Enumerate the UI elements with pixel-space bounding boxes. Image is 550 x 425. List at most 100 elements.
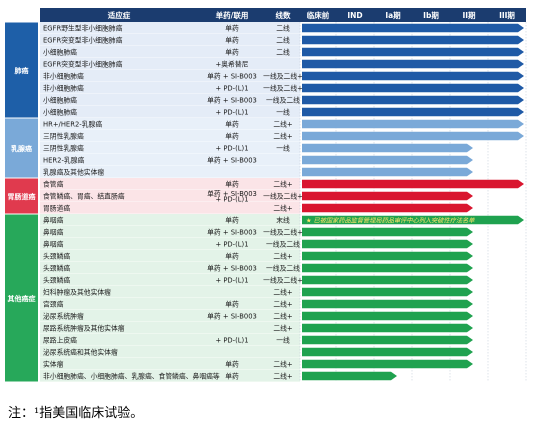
pipeline-bar <box>302 251 473 261</box>
regimen-label: 单药 <box>225 132 239 141</box>
row-bg <box>40 214 300 226</box>
indication-label: 食管鳞癌、胃癌、结直肠癌 <box>43 192 125 201</box>
row-bg <box>40 334 300 346</box>
pipeline-bar <box>302 71 524 81</box>
group-label: 其他癌症 <box>8 294 36 303</box>
line-label: 二线+ <box>273 288 292 297</box>
line-label: 二线+ <box>273 204 292 213</box>
header-line: 线数 <box>276 10 291 20</box>
pipeline-bar <box>302 59 524 69</box>
group-label: 胃肠道癌 <box>8 192 36 201</box>
pipeline-bar <box>302 263 473 273</box>
line-label: 二线+ <box>273 252 292 261</box>
indication-label: 食管癌 <box>43 180 64 189</box>
row-bg <box>40 58 300 70</box>
line-label: 一线及二线+ <box>263 72 303 81</box>
row-bg <box>40 250 300 262</box>
regimen-label: +奥希替尼 <box>216 60 249 69</box>
regimen-label: 单药 <box>225 216 239 225</box>
line-label: 二线 <box>276 48 290 57</box>
pipeline-bar <box>302 227 473 237</box>
row-bg <box>40 238 300 250</box>
regimen-label: 单药 + SI-B003 <box>207 228 257 237</box>
row-bg <box>40 358 300 370</box>
row-bg <box>40 142 300 154</box>
line-label: 一线及二线 <box>266 96 300 105</box>
indication-label: 鼻咽癌 <box>43 240 64 249</box>
indication-label: EGFR突变型非小细胞肺癌 <box>43 60 123 69</box>
header-phase: III期 <box>499 10 515 20</box>
indication-label: EGFR突变型非小细胞肺癌 <box>43 36 123 45</box>
regimen-label: + PD-(L)1 <box>215 195 248 203</box>
group-block <box>5 214 38 382</box>
regimen-label: 单药 <box>225 252 239 261</box>
row-bg <box>40 22 300 34</box>
pipeline-bar <box>302 131 524 141</box>
indication-label: 乳腺癌及其他实体瘤 <box>43 168 104 177</box>
footnote: 注：¹指美国临床试验。 <box>8 406 144 421</box>
indication-label: 头颈鳞癌 <box>43 276 70 285</box>
row-bg <box>40 70 300 82</box>
indication-label: 小细胞肺癌 <box>43 48 77 57</box>
regimen-label: 单药 + SI-B003 <box>207 312 257 321</box>
regimen-label: 单药 <box>225 24 239 33</box>
row-bg <box>40 226 300 238</box>
pipeline-bar <box>302 83 524 93</box>
regimen-label: + PD-(L)1 <box>215 145 248 153</box>
regimen-label: 单药 <box>225 180 239 189</box>
indication-label: 三阴性乳腺癌 <box>43 132 84 141</box>
line-label: 二线 <box>276 24 290 33</box>
line-label: 一线及二线 <box>266 240 300 249</box>
line-label: 一线及二线 <box>266 264 300 273</box>
pipeline-bar <box>302 311 473 321</box>
indication-label: 泌尿系统肿瘤 <box>43 312 84 321</box>
line-label: 二线+ <box>273 324 292 333</box>
bar-note: ★ 已被国家药品监督管理局药品审评中心列入突破性疗法名单 <box>306 217 475 225</box>
pipeline-bar <box>302 107 524 117</box>
pipeline-bar <box>302 359 473 369</box>
regimen-label: 单药 <box>225 372 239 381</box>
pipeline-bar <box>302 23 524 33</box>
row-bg <box>40 274 300 286</box>
line-label: 一线及二线+ <box>263 228 303 237</box>
header-phase: Ib期 <box>423 10 439 20</box>
indication-label: 实体瘤 <box>43 360 64 369</box>
indication-label: EGFR野生型非小细胞肺癌 <box>43 24 123 33</box>
line-label: 二线+ <box>273 132 292 141</box>
line-label: 一线及二线+ <box>263 192 303 201</box>
row-bg <box>40 298 300 310</box>
indication-label: 宫颈癌 <box>43 300 64 309</box>
pipeline-bar <box>302 335 473 345</box>
row-bg <box>40 82 300 94</box>
line-label: 二线+ <box>273 360 292 369</box>
group-block <box>5 118 38 178</box>
regimen-label: 单药 <box>225 120 239 129</box>
pipeline-bar <box>302 119 524 129</box>
indication-label: 泌尿系统癌和其他实体瘤 <box>43 348 118 357</box>
line-label: 二线+ <box>273 372 292 381</box>
pipeline-bar <box>302 155 473 165</box>
indication-label: HR+/HER2-乳腺癌 <box>43 120 102 129</box>
indication-label: 三阴性乳腺癌 <box>43 144 84 153</box>
row-bg <box>40 46 300 58</box>
pipeline-bar <box>302 323 473 333</box>
indication-label: 尿路系统肿瘤及其他实体瘤 <box>43 324 125 333</box>
row-bg <box>40 310 300 322</box>
header-phase: Ia期 <box>385 10 401 20</box>
regimen-label: 单药 <box>225 36 239 45</box>
row-bg <box>40 190 300 202</box>
line-label: 一线 <box>276 144 290 153</box>
pipeline-bar <box>302 215 524 225</box>
pipeline-bar <box>302 191 473 201</box>
regimen-label: + PD-(L)1 <box>215 277 248 285</box>
pipeline-bar <box>302 167 473 177</box>
line-label: 一线及二线+ <box>263 276 303 285</box>
indication-label: 非小细胞肺癌、小细胞肺癌、乳腺癌、食管鳞癌、鼻咽癌等 <box>43 372 220 381</box>
indication-label: HER2-乳腺癌 <box>43 156 84 165</box>
indication-label: 非小细胞肺癌 <box>43 84 84 93</box>
row-bg <box>40 106 300 118</box>
row-bg <box>40 94 300 106</box>
row-bg <box>40 118 300 130</box>
row-bg <box>40 166 300 178</box>
indication-label: 尿路上皮癌 <box>43 336 77 345</box>
